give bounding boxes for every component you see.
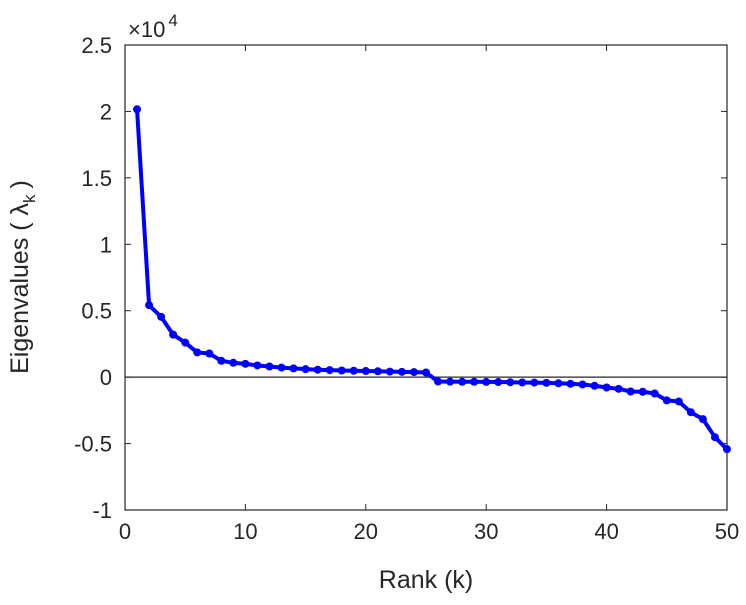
data-point <box>373 367 382 376</box>
data-point <box>301 365 310 374</box>
y-axis-label-subscript: k <box>20 194 39 203</box>
plot-box <box>124 44 728 511</box>
data-point <box>265 362 274 371</box>
data-point <box>289 364 298 373</box>
y-axis-label: Eigenvalues ( λk) <box>6 180 39 374</box>
x-tick-label: 10 <box>233 519 257 544</box>
x-axis-label: Rank (k) <box>379 566 473 594</box>
y-tick-label: 0.5 <box>81 299 112 324</box>
y-tick-label: 1 <box>100 232 112 257</box>
y-tick-label: -0.5 <box>74 432 112 457</box>
data-point <box>446 377 455 386</box>
data-point <box>698 415 707 424</box>
data-point <box>169 330 178 339</box>
x-tick-label: 0 <box>119 519 131 544</box>
data-point <box>145 301 154 310</box>
data-point <box>554 379 563 388</box>
y-axis-label-main: Eigenvalues ( λ <box>6 202 34 373</box>
data-point <box>530 378 539 387</box>
y-tick-label: 2 <box>100 99 112 124</box>
data-point <box>494 378 503 387</box>
data-point <box>710 433 719 442</box>
data-point <box>217 356 226 365</box>
x-tick-label: 40 <box>594 519 618 544</box>
data-point <box>626 387 635 396</box>
data-point <box>409 368 418 377</box>
data-point <box>638 387 647 396</box>
axes: 0 10 20 30 40 50 -1 -0.5 0 0.5 1 1.5 2 2.5 <box>74 33 739 544</box>
y-tick-label: -1 <box>92 498 112 523</box>
data-point <box>337 366 346 375</box>
data-point <box>723 445 731 454</box>
data-point <box>133 105 142 114</box>
y-tick-label: 0 <box>100 365 112 390</box>
data-point <box>205 349 214 358</box>
data-point <box>422 368 430 377</box>
data-point <box>590 381 599 390</box>
data-point <box>542 378 551 387</box>
data-point <box>566 379 575 388</box>
data-point <box>686 408 695 417</box>
data-point <box>482 377 491 386</box>
y-multiplier-base: ×10 <box>128 17 165 42</box>
data-point <box>470 377 479 386</box>
data-point <box>157 312 166 321</box>
data-point <box>614 384 623 393</box>
x-tick-label: 30 <box>474 519 498 544</box>
y-multiplier-exponent: 4 <box>168 11 177 30</box>
data-point <box>506 378 515 387</box>
data-point <box>349 366 358 375</box>
data-point <box>650 389 659 398</box>
data-point <box>602 383 611 392</box>
y-axis-label-close: ) <box>6 180 34 188</box>
series-eigenvalues <box>133 105 731 454</box>
data-point <box>325 366 334 375</box>
data-point <box>518 378 527 387</box>
data-point <box>313 365 322 374</box>
data-point <box>277 363 286 372</box>
data-point <box>193 348 202 357</box>
data-point <box>578 380 587 389</box>
data-point <box>229 358 238 367</box>
data-point <box>385 367 394 376</box>
data-point <box>181 338 190 347</box>
data-point <box>674 397 683 406</box>
y-tick-label: 1.5 <box>81 166 112 191</box>
data-point <box>397 367 406 376</box>
y-tick-label: 2.5 <box>81 33 112 58</box>
data-point <box>361 367 370 376</box>
data-point <box>241 359 250 368</box>
y-multiplier: ×10 4 <box>128 11 178 42</box>
data-point <box>458 377 467 386</box>
data-point <box>253 361 262 370</box>
x-tick-label: 20 <box>354 519 378 544</box>
data-point <box>662 396 671 405</box>
x-tick-label: 50 <box>715 519 739 544</box>
series-line <box>135 109 729 451</box>
data-point <box>434 377 443 386</box>
